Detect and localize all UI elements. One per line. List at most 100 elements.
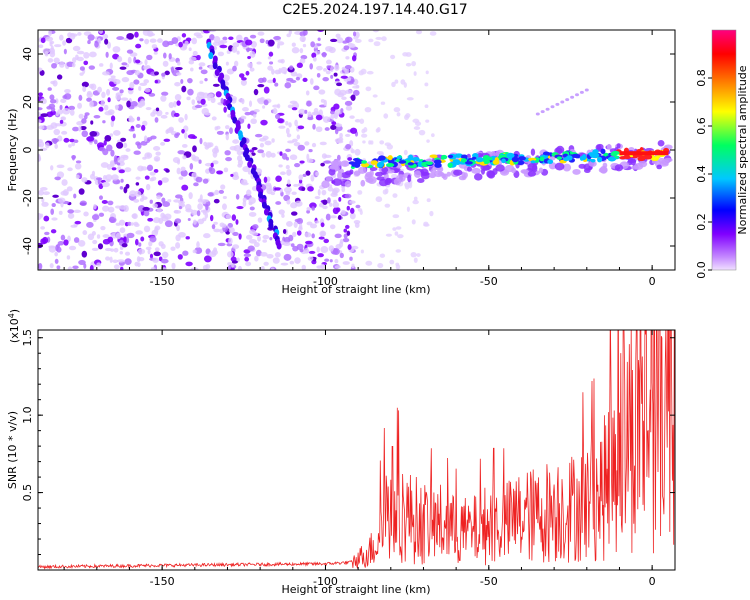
noise-speckle — [232, 139, 240, 144]
noise-speckle — [354, 222, 360, 228]
noise-speckle — [245, 261, 252, 267]
noise-speckle — [236, 34, 243, 42]
band-core — [492, 159, 500, 165]
noise-speckle — [116, 141, 124, 149]
noise-speckle — [78, 125, 82, 132]
noise-speckle — [274, 113, 281, 120]
noise-speckle — [177, 254, 183, 260]
noise-speckle — [183, 132, 188, 139]
noise-speckle — [203, 233, 211, 239]
noise-speckle — [413, 196, 418, 201]
noise-speckle — [294, 162, 301, 168]
noise-speckle — [305, 90, 310, 96]
noise-speckle — [397, 234, 404, 239]
noise-speckle — [149, 253, 154, 259]
noise-speckle — [311, 52, 317, 59]
band-core — [361, 160, 368, 164]
noise-speckle — [297, 182, 304, 187]
band-core — [351, 162, 356, 167]
noise-speckle — [285, 148, 291, 153]
noise-speckle — [82, 86, 87, 93]
noise-speckle — [225, 156, 232, 162]
noise-speckle — [98, 30, 104, 34]
noise-speckle — [299, 48, 304, 54]
band-core — [556, 156, 563, 160]
noise-speckle — [245, 39, 253, 46]
noise-speckle — [334, 258, 339, 264]
noise-speckle — [63, 239, 69, 246]
noise-speckle — [223, 167, 229, 173]
noise-speckle — [306, 221, 313, 226]
noise-speckle — [266, 253, 274, 259]
noise-speckle — [232, 231, 239, 236]
noise-speckle — [86, 97, 92, 102]
noise-speckle — [278, 209, 285, 215]
noise-speckle — [40, 113, 49, 118]
noise-speckle — [290, 71, 298, 77]
noise-speckle — [181, 33, 187, 38]
noise-speckle — [265, 151, 272, 158]
noise-speckle — [133, 198, 140, 203]
noise-speckle — [146, 164, 154, 172]
noise-speckle — [38, 107, 43, 111]
noise-speckle — [337, 214, 342, 221]
noise-speckle — [181, 184, 189, 191]
noise-speckle — [222, 195, 227, 200]
noise-speckle — [267, 65, 274, 71]
top-x-axis-label: Height of straight line (km) — [281, 283, 430, 296]
noise-speckle — [282, 228, 287, 234]
noise-speckle — [320, 231, 326, 237]
noise-speckle — [130, 101, 138, 107]
band-core — [465, 161, 473, 165]
noise-speckle — [62, 95, 68, 99]
band-core — [511, 156, 519, 163]
noise-speckle — [134, 69, 140, 76]
noise-speckle — [176, 167, 181, 175]
band-core — [387, 155, 393, 161]
noise-speckle — [251, 147, 258, 151]
noise-speckle — [264, 182, 272, 187]
noise-speckle — [293, 183, 299, 187]
noise-speckle — [248, 149, 255, 153]
noise-speckle — [39, 187, 48, 191]
noise-speckle — [343, 228, 348, 233]
noise-speckle — [105, 256, 111, 261]
noise-speckle — [429, 31, 437, 36]
noise-speckle — [74, 220, 82, 225]
noise-speckle — [138, 86, 142, 91]
noise-speckle — [424, 82, 429, 87]
upper-trace-point — [560, 100, 565, 104]
noise-speckle — [330, 110, 335, 115]
noise-speckle — [116, 36, 125, 41]
noise-speckle — [325, 59, 332, 65]
noise-speckle — [135, 182, 140, 186]
bottom-frame — [37, 329, 676, 571]
noise-speckle — [155, 151, 161, 156]
noise-speckle — [404, 183, 410, 190]
noise-speckle — [340, 75, 348, 79]
noise-speckle — [62, 40, 67, 46]
noise-speckle — [192, 50, 198, 56]
noise-speckle — [48, 245, 56, 249]
noise-speckle — [106, 144, 113, 152]
noise-speckle — [205, 203, 209, 211]
band-core — [408, 154, 414, 161]
noise-speckle — [96, 142, 105, 149]
noise-speckle — [406, 97, 414, 101]
noise-speckle — [51, 62, 57, 69]
noise-speckle — [243, 253, 252, 258]
band-haze — [416, 178, 425, 183]
noise-speckle — [142, 156, 147, 160]
noise-speckle — [173, 112, 180, 117]
noise-speckle — [168, 101, 175, 109]
noise-speckle — [110, 248, 115, 252]
noise-speckle — [354, 148, 361, 156]
noise-speckle — [257, 235, 261, 242]
band-haze — [337, 171, 343, 180]
noise-speckle — [174, 133, 179, 139]
noise-speckle — [107, 97, 111, 103]
noise-speckle — [242, 200, 247, 208]
noise-speckle — [241, 98, 245, 105]
band-haze — [430, 168, 437, 174]
